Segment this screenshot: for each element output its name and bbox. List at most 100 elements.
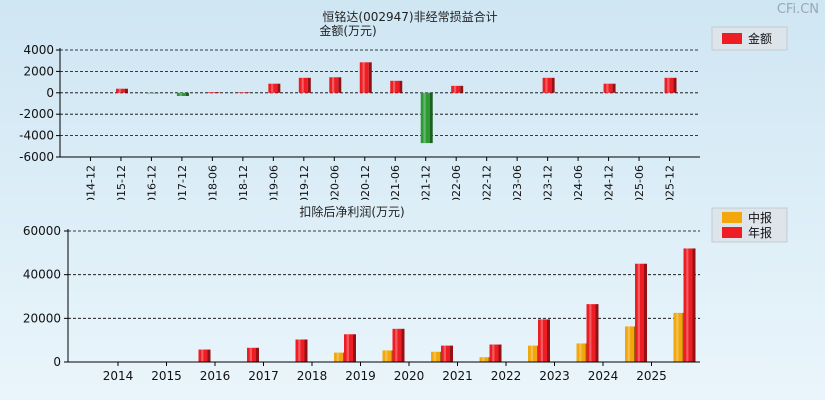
bar-annual-front <box>392 328 402 362</box>
legend: 金额 <box>711 26 788 51</box>
x-tick-label: 2024-06 <box>572 165 585 200</box>
bar-amount <box>207 92 220 93</box>
x-tick-label: 2022-12 <box>481 165 494 200</box>
bar-amount-front <box>115 88 125 93</box>
y-tick-label: 40000 <box>23 268 61 282</box>
bar-amount-front <box>542 77 552 93</box>
bar-interim-highlight <box>482 357 485 362</box>
x-tick-label: 2017-12 <box>176 165 189 200</box>
y-tick-label: -2000 <box>19 107 54 121</box>
bar-annual-highlight <box>686 248 689 362</box>
bar-annual-highlight <box>637 263 640 362</box>
bar-annual <box>247 347 259 362</box>
bar-amount-side <box>612 83 616 93</box>
y-tick-label: 0 <box>53 355 61 369</box>
x-tick-label: 2014 <box>103 369 134 383</box>
bar-annual-side <box>498 344 502 362</box>
bar-annual-highlight <box>589 304 592 362</box>
bar-annual-front <box>295 339 305 362</box>
bar-amount <box>146 92 159 94</box>
bar-annual-side <box>692 248 696 362</box>
bar-amount-front <box>451 85 461 93</box>
bar-amount-side <box>673 77 677 93</box>
bar-amount-highlight <box>301 77 304 93</box>
bar-annual-side <box>595 304 599 362</box>
bar-amount-highlight <box>667 77 670 93</box>
bar-amount-highlight <box>179 92 182 97</box>
legend-label-interim: 中报 <box>748 210 772 225</box>
gridlines <box>60 49 700 137</box>
bar-amount-side <box>399 80 403 93</box>
bar-amount-highlight <box>423 92 426 144</box>
bar-annual-side <box>450 345 453 362</box>
x-tick-label: 2018-06 <box>206 165 219 200</box>
bar-annual-side <box>644 263 647 362</box>
bar-interim-front <box>382 350 392 362</box>
axes: 60000 40000 20000 0 2014 2015 2016 2017 2018 2019… <box>23 224 700 383</box>
bar-amount-front <box>664 77 674 93</box>
bar-annual-front <box>247 347 256 362</box>
bar-amount-front <box>390 80 400 93</box>
x-tick-label: 2017 <box>248 369 279 383</box>
bar-annual-highlight <box>443 345 446 362</box>
bar-annual-side <box>547 319 550 362</box>
bar-amount <box>359 62 372 93</box>
y-axis-label: 金额(万元) <box>319 23 376 38</box>
x-tick-label: 2016-12 <box>145 165 158 200</box>
bar-amount-side <box>307 77 311 93</box>
bar-annual-side <box>401 328 405 362</box>
bar-amount-side <box>460 85 464 93</box>
bar-amount-highlight <box>118 88 121 93</box>
bar-amount <box>268 83 281 93</box>
bar-interim-highlight <box>385 350 388 362</box>
x-tick-label: 2023 <box>539 369 570 383</box>
bar-annual <box>392 328 405 362</box>
y-tick-label: 0 <box>46 86 54 100</box>
bar-annual-front <box>441 345 450 362</box>
bar-amount-side <box>185 92 189 97</box>
legend: 中报 年报 <box>711 207 788 243</box>
x-tick-label: 2019-12 <box>298 165 311 200</box>
bar-annual-highlight <box>346 334 349 362</box>
bar-amount-side <box>338 77 342 93</box>
bar-amount-front <box>146 92 156 94</box>
bar-amount <box>115 88 128 93</box>
bar-amount-side <box>551 77 555 93</box>
x-tick-label: 2023-12 <box>542 165 555 200</box>
chart-net-profit: 扣除后净利润(万元) 60000 40000 20000 0 2014 2015 2016 2… <box>23 204 788 383</box>
chart-title: 恒铭达(002947)非经常损益合计 <box>322 9 497 24</box>
bar-amount-front <box>176 92 186 97</box>
chart-title: 扣除后净利润(万元) <box>299 204 404 219</box>
y-tick-label: 2000 <box>23 64 54 78</box>
bar-annual-front <box>683 248 693 362</box>
y-tick-label: 20000 <box>23 311 61 325</box>
legend-box <box>711 26 788 51</box>
bar-interim-front <box>479 357 489 362</box>
x-tick-label: 2019-06 <box>267 165 280 200</box>
bar-annual-side <box>256 347 259 362</box>
bar-annual-side <box>304 339 308 362</box>
bar-annual <box>344 334 356 362</box>
bar-amount <box>451 85 464 93</box>
bar-amount-side <box>429 92 433 144</box>
bar-amount <box>329 77 342 93</box>
bar-amount-highlight <box>606 83 609 93</box>
bar-amount-highlight <box>545 77 548 93</box>
bar-amount-front <box>603 83 613 93</box>
x-tick-label: 2025 <box>636 369 667 383</box>
bar-amount <box>664 77 677 93</box>
bar-amount-highlight <box>453 85 457 93</box>
y-tick-label: 60000 <box>23 224 61 238</box>
bar-amount <box>176 92 189 97</box>
bars <box>198 248 696 362</box>
bar-annual-side <box>207 349 211 362</box>
x-tick-label: 2025-06 <box>633 165 646 200</box>
x-tick-label: 2020 <box>394 369 425 383</box>
bar-interim-highlight <box>627 326 630 362</box>
bar-annual-front <box>198 349 208 362</box>
x-tick-label: 2020-12 <box>359 165 372 200</box>
bar-interim-highlight <box>433 351 436 362</box>
bar-annual <box>441 345 453 362</box>
bar-annual-highlight <box>249 347 252 362</box>
